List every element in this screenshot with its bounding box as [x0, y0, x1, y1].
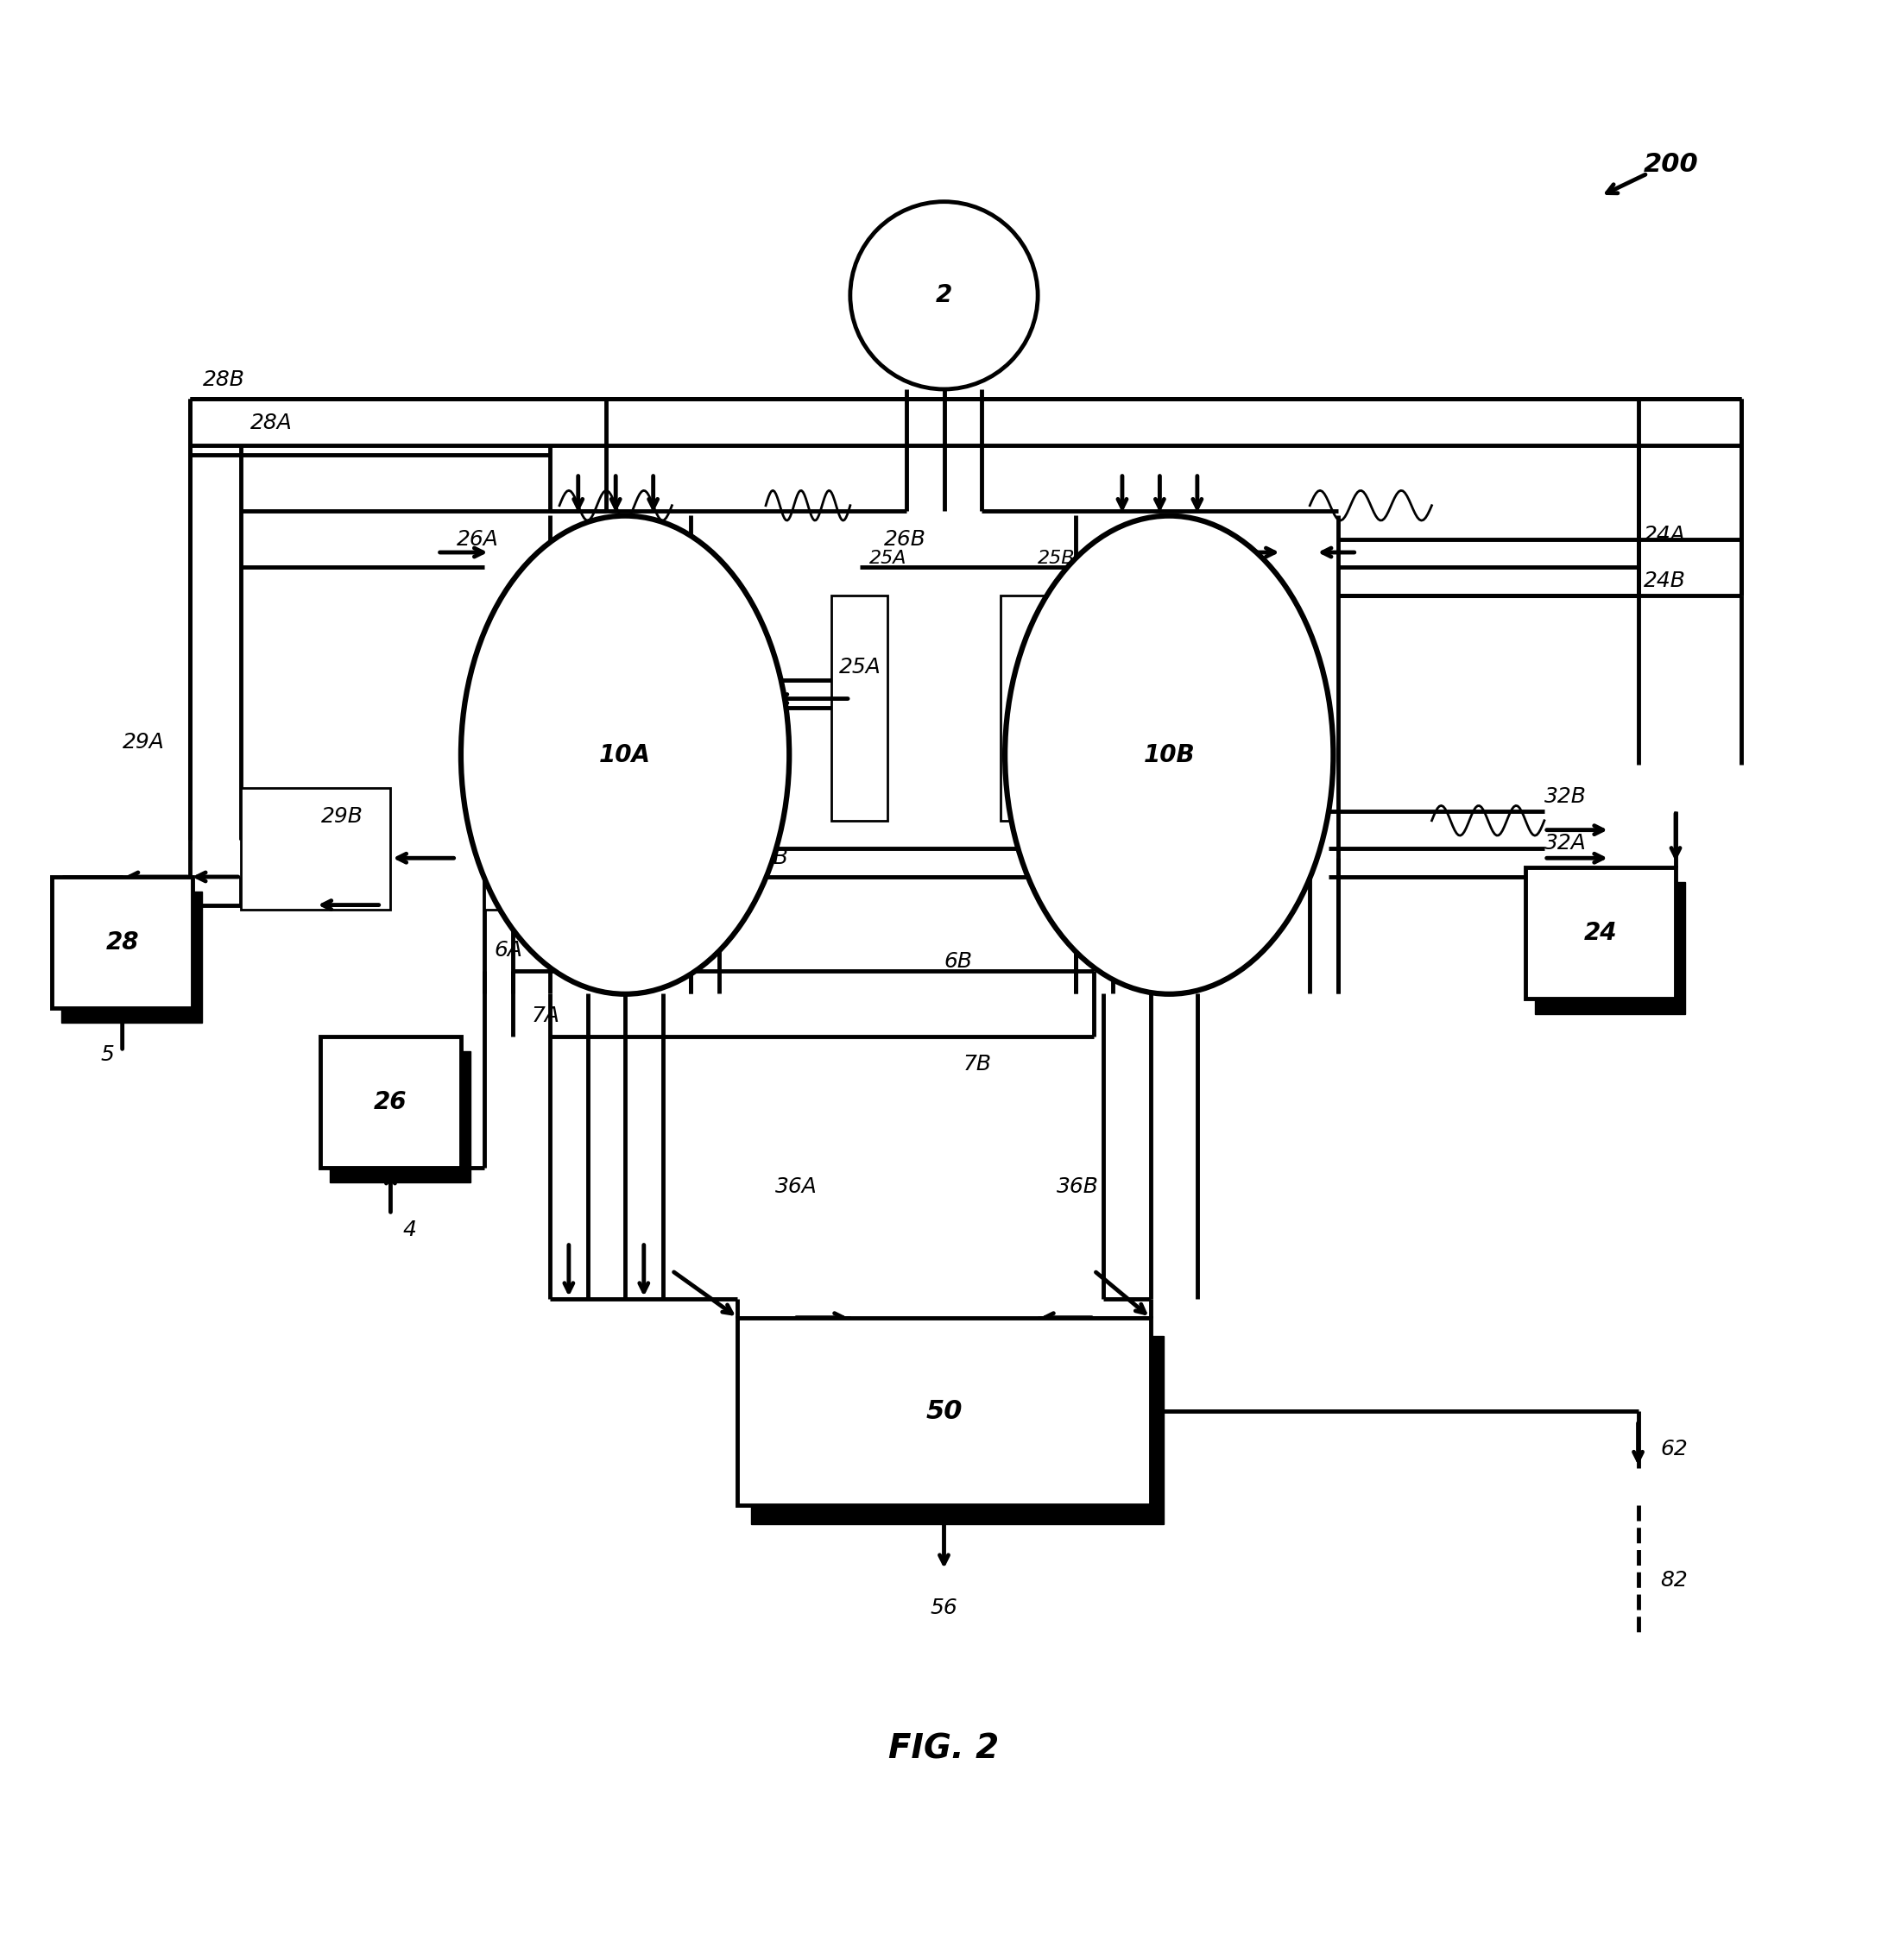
Text: 62: 62 — [1661, 1439, 1688, 1460]
Text: 26: 26 — [374, 1090, 408, 1113]
Text: 6B: 6B — [944, 951, 972, 972]
Text: 32B: 32B — [1544, 786, 1586, 808]
Text: 22B: 22B — [748, 849, 789, 868]
Text: 36B: 36B — [1057, 1176, 1099, 1198]
Text: 24A: 24A — [1644, 525, 1686, 545]
Text: 29A: 29A — [123, 731, 164, 753]
FancyBboxPatch shape — [1526, 868, 1677, 1000]
Text: 10A: 10A — [598, 743, 651, 766]
FancyBboxPatch shape — [751, 1337, 1163, 1523]
Text: 32A: 32A — [1544, 833, 1586, 853]
Text: FIG. 2: FIG. 2 — [889, 1733, 999, 1766]
Text: 29B: 29B — [321, 806, 362, 827]
Text: 200: 200 — [1644, 151, 1699, 176]
Text: 7A: 7A — [531, 1005, 559, 1025]
Text: 6A: 6A — [495, 939, 523, 960]
Ellipse shape — [1004, 515, 1333, 994]
Text: 26A: 26A — [457, 529, 498, 549]
Text: 82: 82 — [1661, 1570, 1688, 1590]
Text: 28A: 28A — [249, 414, 293, 433]
FancyBboxPatch shape — [53, 876, 193, 1007]
Text: 22A: 22A — [497, 823, 538, 845]
Text: 2: 2 — [936, 284, 952, 308]
Text: 25A: 25A — [838, 657, 882, 676]
Text: 5: 5 — [100, 1045, 113, 1066]
Text: 24B: 24B — [1644, 570, 1686, 590]
Text: 25A: 25A — [868, 549, 906, 566]
Text: 10B: 10B — [1144, 743, 1195, 766]
FancyBboxPatch shape — [485, 788, 691, 909]
Text: 25B: 25B — [1038, 549, 1076, 566]
FancyBboxPatch shape — [1001, 596, 1057, 821]
FancyBboxPatch shape — [330, 1051, 470, 1182]
Ellipse shape — [461, 515, 789, 994]
Text: 25B: 25B — [1035, 657, 1076, 676]
FancyBboxPatch shape — [1535, 882, 1684, 1013]
FancyBboxPatch shape — [738, 1317, 1150, 1505]
Text: 26B: 26B — [884, 529, 927, 549]
FancyBboxPatch shape — [60, 892, 202, 1023]
Text: 56: 56 — [931, 1597, 957, 1619]
Text: 36A: 36A — [776, 1176, 818, 1198]
Text: 7B: 7B — [963, 1054, 991, 1074]
Text: 50: 50 — [925, 1399, 963, 1423]
FancyBboxPatch shape — [240, 788, 391, 909]
Text: 4: 4 — [402, 1219, 415, 1241]
Text: 28B: 28B — [204, 370, 245, 390]
FancyBboxPatch shape — [831, 596, 887, 821]
Text: 28: 28 — [106, 931, 140, 955]
Circle shape — [850, 202, 1038, 390]
FancyBboxPatch shape — [321, 1037, 461, 1168]
Text: 24: 24 — [1584, 921, 1618, 945]
